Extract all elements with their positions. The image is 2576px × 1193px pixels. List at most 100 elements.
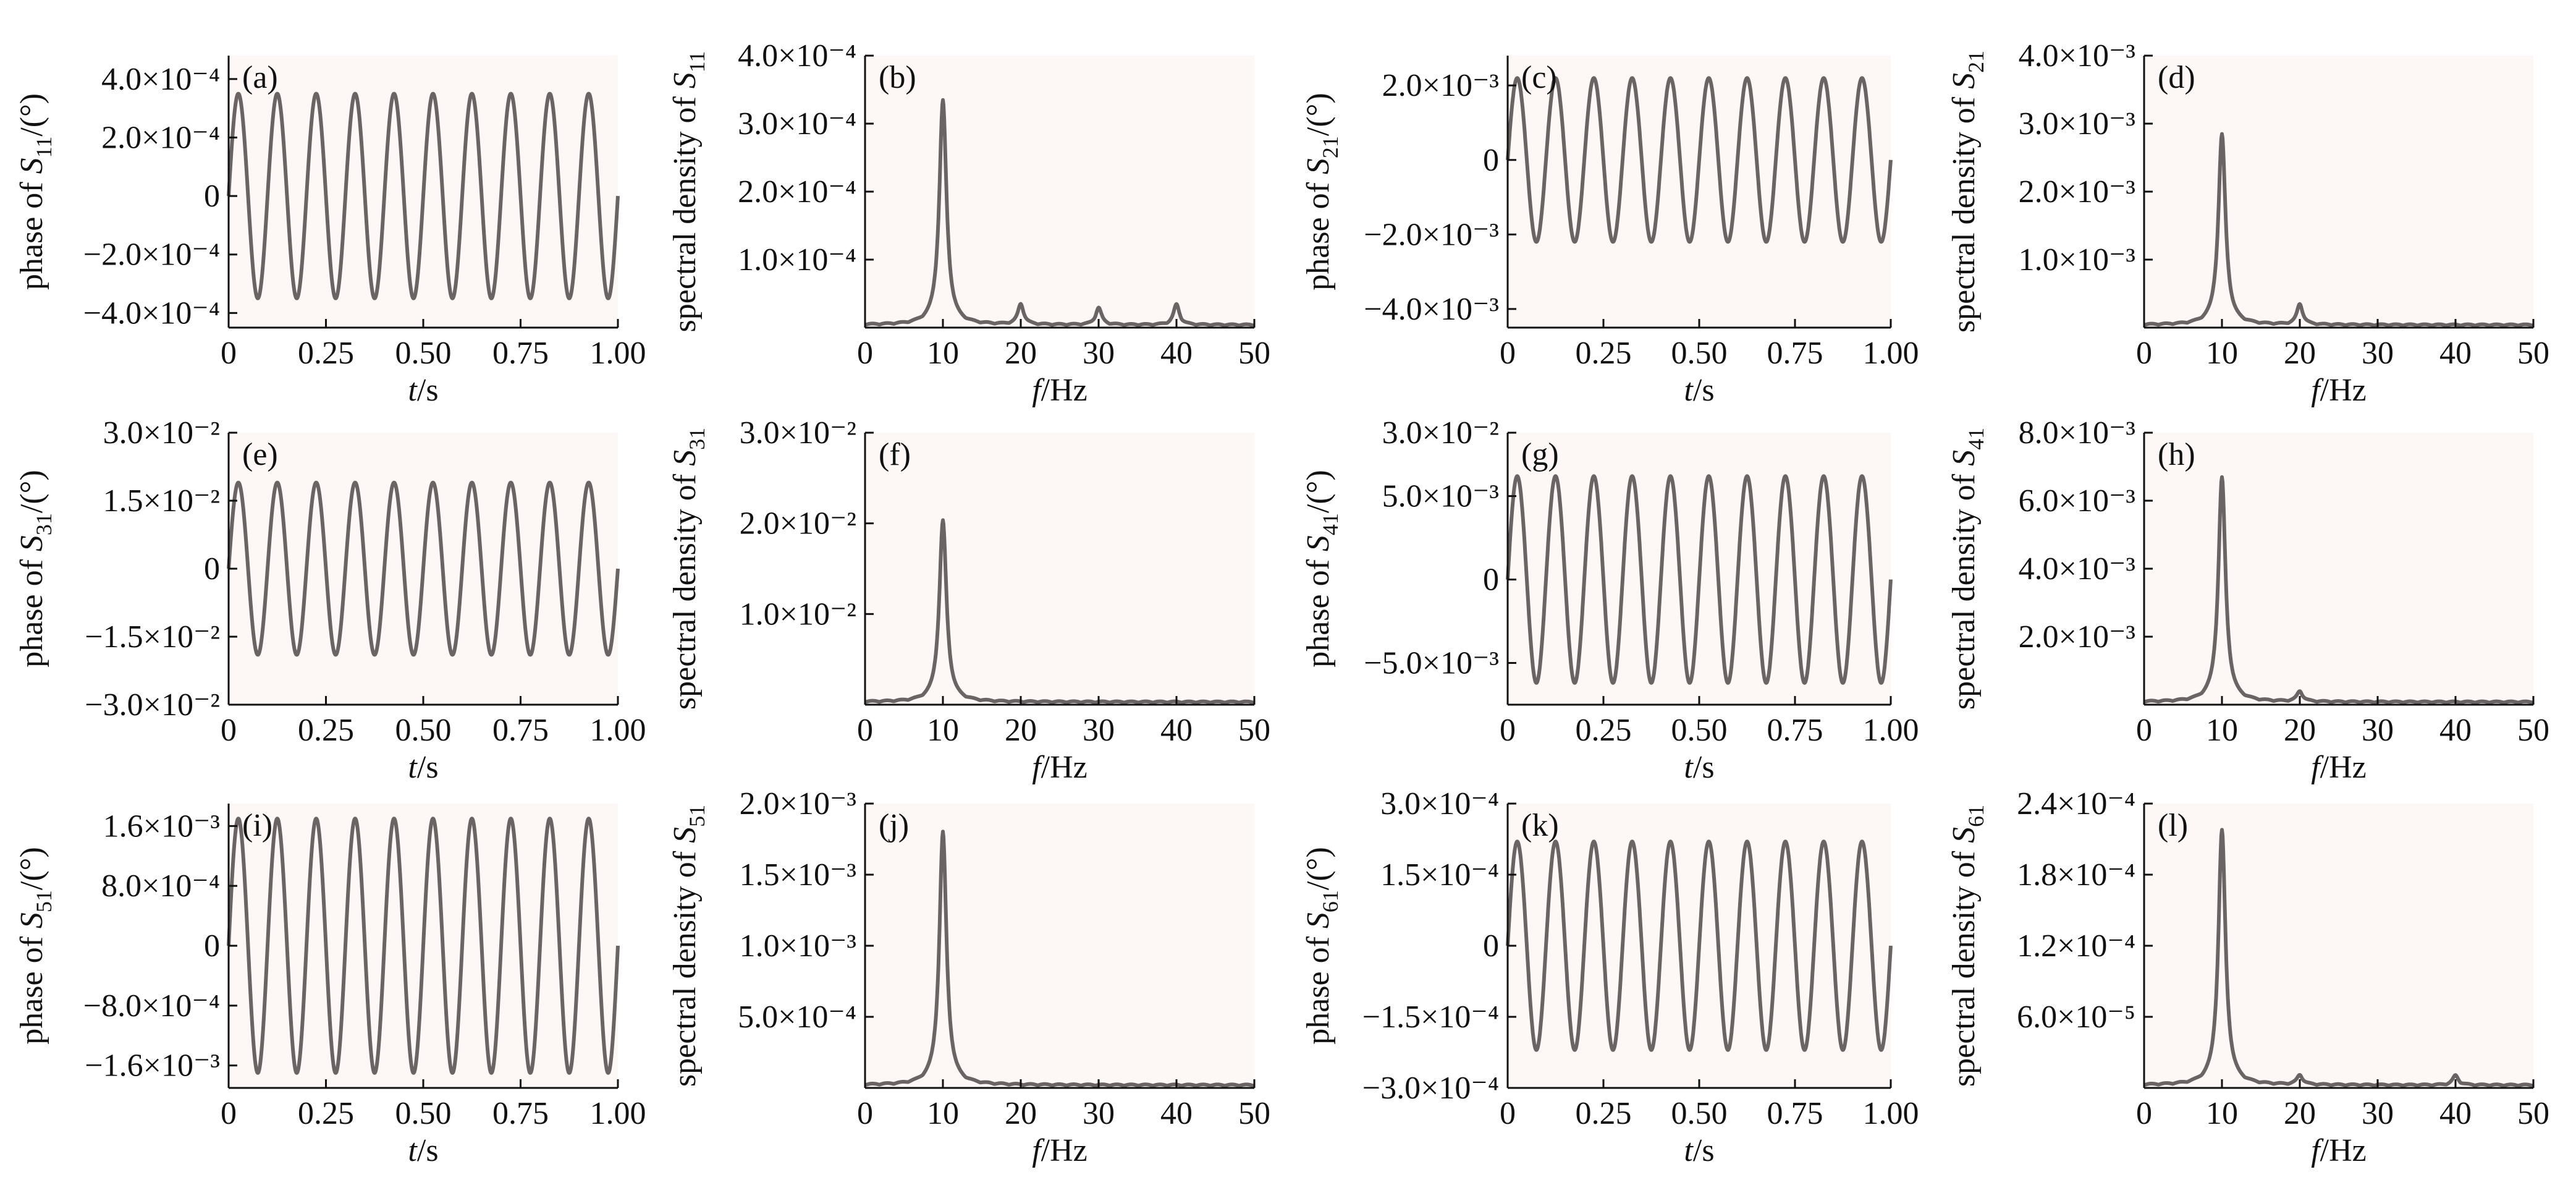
x-tick-label: 0.75 <box>492 1096 549 1131</box>
y-axis-label: phase of S61/(°) <box>1301 847 1343 1045</box>
y-tick-label: 4.0×10⁻⁴ <box>738 38 856 74</box>
plot-area <box>865 56 1254 328</box>
x-tick-label: 40 <box>1160 1096 1193 1131</box>
y-tick-label: 0 <box>1483 928 1499 964</box>
x-tick-label: 0.25 <box>298 336 354 371</box>
y-tick-label: 2.0×10⁻² <box>740 506 856 541</box>
x-tick-label: 40 <box>1160 713 1193 748</box>
x-tick-label: 0.50 <box>395 336 452 371</box>
y-tick-label: 1.5×10⁻³ <box>740 857 856 893</box>
x-axis-label: f/Hz <box>2311 750 2367 785</box>
y-tick-label: −1.5×10⁻⁴ <box>1362 1000 1499 1035</box>
x-tick-label: 50 <box>1238 713 1270 748</box>
x-tick-label: 30 <box>1083 713 1115 748</box>
x-axis-label: f/Hz <box>1032 1133 1087 1168</box>
y-axis-label: phase of S51/(°) <box>14 847 56 1045</box>
x-axis-label: t/s <box>408 373 438 408</box>
x-tick-label: 0.25 <box>298 713 354 748</box>
panel-label: (g) <box>1521 437 1559 472</box>
x-tick-label: 50 <box>2517 336 2549 371</box>
series-line <box>2143 475 2535 705</box>
y-tick-label: 8.0×10⁻⁴ <box>101 868 220 904</box>
panel-label: (h) <box>2158 437 2195 472</box>
x-tick-label: 20 <box>2284 336 2316 371</box>
x-axis-label: f/Hz <box>1032 750 1087 785</box>
panel-b: 0 10 20 30 40 50 4.0×10⁻⁴ 3.0×10⁻⁴ 2.0×10⁻⁴ 1.0×1… <box>667 38 1270 408</box>
x-tick-label: 20 <box>2284 713 2316 748</box>
y-tick-label: 4.0×10⁻³ <box>2019 38 2135 74</box>
panel-label: (l) <box>2158 808 2188 843</box>
series-line <box>864 98 1256 328</box>
y-tick-label: 0 <box>204 179 220 214</box>
y-tick-label: −5.0×10⁻³ <box>1364 646 1499 681</box>
y-tick-label: 0 <box>1483 563 1499 598</box>
x-tick-label: 10 <box>927 336 959 371</box>
y-tick-label: 3.0×10⁻⁴ <box>1380 786 1499 822</box>
x-tick-label: 10 <box>2206 336 2238 371</box>
y-tick-label: −1.5×10⁻² <box>85 619 220 655</box>
panel-label: (j) <box>879 808 909 843</box>
x-axis-label: t/s <box>408 750 438 785</box>
x-tick-label: 30 <box>2362 713 2394 748</box>
y-tick-label: 0 <box>204 928 220 964</box>
panel-i: 0 0.25 0.50 0.75 1.00 1.6×10⁻³ 8.0×10⁻⁴ 0 −8.0×1… <box>14 804 646 1168</box>
y-tick-label: 1.8×10⁻⁴ <box>2017 857 2135 893</box>
x-tick-label: 0.25 <box>1576 713 1632 748</box>
x-tick-label: 1.00 <box>1863 713 1919 748</box>
y-axis-label: spectral density of S41 <box>1946 428 1988 710</box>
series-line <box>227 91 620 300</box>
panel-f: 0 10 20 30 40 50 3.0×10⁻² 2.0×10⁻² 1.0×10⁻² (f) f/… <box>667 415 1270 785</box>
y-tick-label: 4.0×10⁻³ <box>2019 551 2135 587</box>
y-axis-label: spectral density of S61 <box>1946 805 1988 1087</box>
plot-area <box>865 433 1254 705</box>
y-tick-label: 3.0×10⁻² <box>1382 415 1499 451</box>
x-tick-label: 1.00 <box>590 1096 646 1131</box>
x-tick-label: 0 <box>1500 336 1516 371</box>
panel-e: 0 0.25 0.50 0.75 1.00 3.0×10⁻² 1.5×10⁻² 0 −1.5×1… <box>14 415 646 785</box>
x-tick-label: 0.50 <box>395 713 452 748</box>
x-axis-label: t/s <box>1684 373 1714 408</box>
x-tick-label: 0.75 <box>492 336 549 371</box>
x-tick-label: 10 <box>927 713 959 748</box>
x-tick-label: 0.25 <box>1576 336 1632 371</box>
y-tick-label: 2.0×10⁻³ <box>2019 174 2135 210</box>
y-tick-label: 1.0×10⁻² <box>740 596 856 632</box>
x-tick-label: 0 <box>857 713 873 748</box>
series-line <box>1506 76 1893 244</box>
x-tick-label: 30 <box>1083 336 1115 371</box>
y-tick-label: 2.4×10⁻⁴ <box>2017 786 2135 822</box>
x-tick-label: 20 <box>1005 336 1037 371</box>
y-tick-label: 1.0×10⁻³ <box>2019 242 2135 278</box>
panel-label: (d) <box>2158 60 2195 95</box>
x-tick-label: 40 <box>2439 336 2472 371</box>
y-axis-label: phase of S21/(°) <box>1301 93 1343 291</box>
y-tick-label: −4.0×10⁻⁴ <box>83 295 220 331</box>
y-tick-label: 2.0×10⁻³ <box>1382 68 1499 103</box>
x-tick-label: 50 <box>1238 1096 1270 1131</box>
plot-area <box>1508 56 1891 328</box>
x-tick-label: 10 <box>927 1096 959 1131</box>
y-tick-label: 1.5×10⁻² <box>103 483 220 519</box>
panel-a: 0 0.25 0.50 0.75 1.00 4.0×10⁻⁴ 2.0×10⁻⁴ 0 −2.0×1… <box>14 56 646 408</box>
y-axis-label: phase of S11/(°) <box>14 93 56 290</box>
panel-label: (k) <box>1521 808 1559 843</box>
y-tick-label: 3.0×10⁻³ <box>2019 106 2135 142</box>
y-tick-label: 2.0×10⁻⁴ <box>101 120 220 155</box>
panel-l: 0 10 20 30 40 50 2.4×10⁻⁴ 1.8×10⁻⁴ 1.2×10⁻⁴ 6.0×1… <box>1946 786 2549 1168</box>
x-tick-label: 0.75 <box>1767 1096 1823 1131</box>
y-tick-label: 5.0×10⁻⁴ <box>738 1000 856 1035</box>
series-line <box>227 817 620 1075</box>
x-tick-label: 30 <box>2362 1096 2394 1131</box>
plot-area <box>2144 433 2533 705</box>
x-tick-label: 0 <box>2136 336 2152 371</box>
y-tick-label: 1.5×10⁻⁴ <box>1380 857 1499 893</box>
y-tick-label: 3.0×10⁻² <box>740 415 856 451</box>
x-tick-label: 0.75 <box>1767 713 1823 748</box>
series-line <box>864 830 1256 1088</box>
x-tick-label: 30 <box>1083 1096 1115 1131</box>
y-axis-label: spectral density of S51 <box>667 805 709 1087</box>
x-tick-label: 1.00 <box>1863 1096 1919 1131</box>
x-tick-label: 0 <box>1500 1096 1516 1131</box>
y-tick-label: −8.0×10⁻⁴ <box>83 988 220 1024</box>
